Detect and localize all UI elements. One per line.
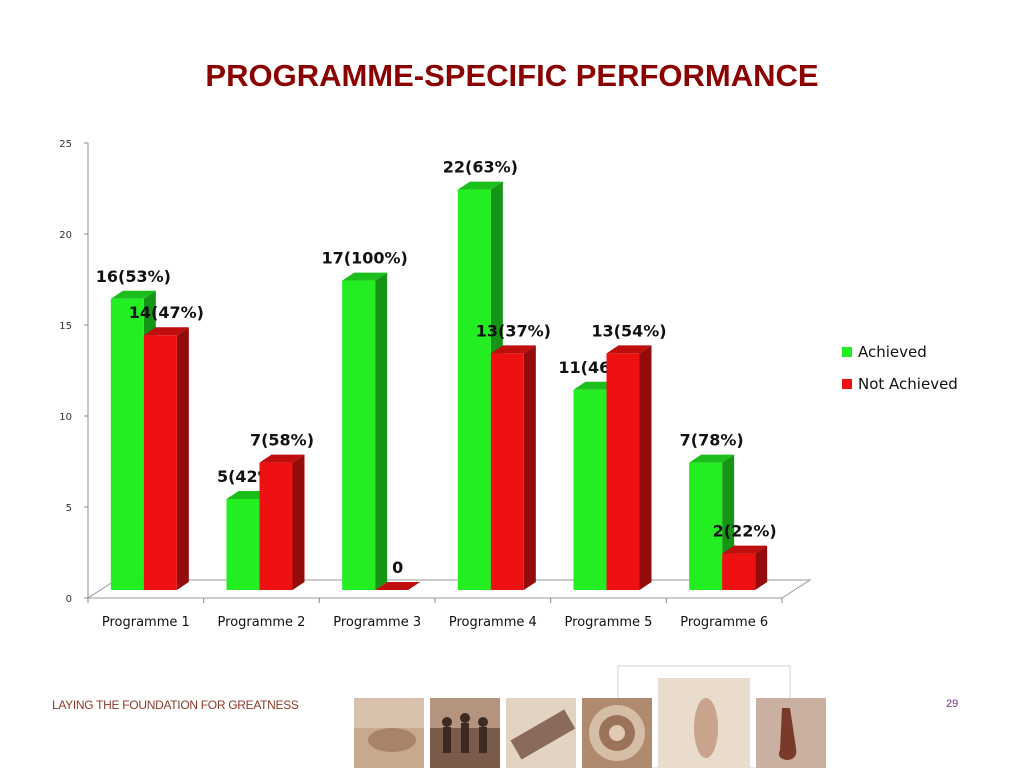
category-label: Programme 6 — [680, 615, 768, 630]
y-tick-label: 0 — [66, 594, 72, 605]
bar-side-not-achieved — [292, 454, 305, 590]
data-label-not-achieved: 2(22%) — [713, 522, 777, 541]
bar-achieved — [110, 298, 144, 590]
bar-top-achieved — [457, 181, 503, 190]
category-label: Programme 1 — [102, 615, 190, 630]
bar-top-not-achieved — [143, 327, 189, 336]
bar-achieved — [457, 189, 491, 590]
y-tick-label: 5 — [66, 503, 72, 514]
bar-achieved — [342, 280, 376, 590]
page-number: 29 — [946, 698, 959, 710]
bar-side-not-achieved — [639, 345, 652, 590]
slide-title: PROGRAMME-SPECIFIC PERFORMANCE — [205, 58, 819, 93]
category-label: Programme 5 — [565, 615, 653, 630]
data-label-achieved: 7(78%) — [680, 431, 744, 450]
y-tick-label: 15 — [59, 321, 72, 332]
category-label: Programme 2 — [218, 615, 306, 630]
bar-achieved — [689, 462, 723, 590]
bar-top-achieved — [342, 272, 388, 281]
bar-side-achieved — [375, 272, 388, 590]
footer-tagline: LAYING THE FOUNDATION FOR GREATNESS — [52, 698, 299, 712]
legend-swatch — [842, 347, 852, 357]
footer-photo-strip — [354, 665, 826, 768]
legend-swatch — [842, 379, 852, 389]
y-tick-label: 25 — [59, 139, 72, 150]
bar-side-not-achieved — [755, 545, 768, 590]
film-reel-photo — [506, 698, 576, 768]
bar-top-not-achieved — [722, 545, 768, 554]
bar-not-achieved — [490, 353, 524, 590]
data-label-achieved: 17(100%) — [322, 249, 408, 268]
bar-top-achieved — [110, 290, 156, 299]
bar-top-not-achieved — [375, 582, 421, 590]
y-tick-label: 10 — [59, 412, 72, 423]
bar-achieved — [226, 499, 260, 590]
woven-basket-photo — [582, 698, 652, 768]
bar-not-achieved — [606, 353, 640, 590]
ballet-shoes-photo — [658, 678, 750, 768]
bar-side-not-achieved — [523, 345, 536, 590]
dancers-photo — [430, 698, 500, 768]
data-label-not-achieved: 0 — [392, 558, 403, 577]
bar-top-achieved — [689, 454, 735, 463]
data-label-not-achieved: 14(47%) — [129, 303, 204, 322]
legend-label: Achieved — [858, 343, 927, 361]
data-label-not-achieved: 13(37%) — [476, 321, 551, 340]
category-label: Programme 3 — [333, 615, 421, 630]
bar-not-achieved — [259, 462, 293, 590]
y-tick-label: 20 — [59, 230, 72, 241]
bar-achieved — [573, 389, 607, 590]
bar-top-not-achieved — [490, 345, 536, 354]
hands-photo — [354, 698, 424, 768]
legend-label: Not Achieved — [858, 375, 958, 393]
data-label-not-achieved: 13(54%) — [591, 321, 666, 340]
saxophone-photo — [756, 698, 826, 768]
bar-top-not-achieved — [606, 345, 652, 354]
data-label-achieved: 16(53%) — [96, 267, 171, 286]
bar-top-not-achieved — [259, 454, 305, 463]
data-label-not-achieved: 7(58%) — [250, 431, 314, 450]
data-label-achieved: 22(63%) — [443, 158, 518, 177]
bar-not-achieved — [143, 335, 177, 590]
category-label: Programme 4 — [449, 615, 537, 630]
bar-side-not-achieved — [176, 327, 189, 590]
bar-not-achieved — [722, 553, 756, 590]
